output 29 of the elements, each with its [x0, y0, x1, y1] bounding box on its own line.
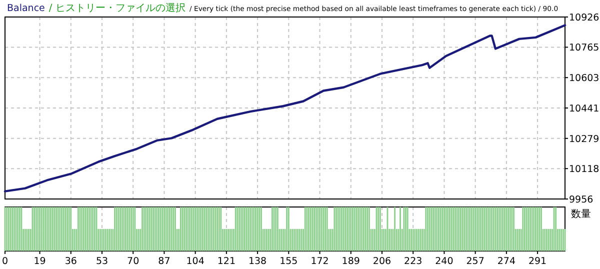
x-tick-label: 223 — [404, 256, 422, 267]
x-tick-label: 257 — [466, 256, 484, 267]
line-series — [4, 24, 566, 192]
x-tick-label: 36 — [64, 256, 77, 267]
y-tick-label: 10441 — [569, 104, 600, 114]
x-tick-label: 172 — [310, 256, 329, 267]
chart-subtitle: / ヒストリー・ファイルの選択 — [48, 2, 186, 14]
x-tick-label: 53 — [96, 256, 108, 267]
y-tick-label: 10118 — [569, 164, 600, 176]
x-tick-label: 87 — [158, 256, 170, 267]
x-tick-label: 138 — [248, 256, 267, 267]
x-tick-label: 0 — [2, 256, 8, 267]
x-tick-label: 19 — [34, 256, 46, 267]
x-tick-label: 121 — [217, 256, 236, 267]
y-axis-title: 数量 — [571, 209, 591, 220]
x-tick-label: 274 — [497, 256, 516, 267]
x-tick-label: 291 — [528, 256, 547, 267]
x-tick-label: 206 — [372, 256, 392, 267]
x-tick-label: 155 — [280, 256, 298, 267]
x-tick-label: 189 — [342, 256, 360, 267]
y-tick-label: 10279 — [569, 134, 600, 145]
x-tick-label: 240 — [435, 256, 454, 267]
chart-title: Balance — [7, 3, 46, 14]
x-tick-label: 70 — [127, 256, 140, 267]
y-tick-label: 10926 — [569, 12, 600, 24]
y-tick-label: 10603 — [569, 73, 600, 84]
y-tick-label: 10765 — [569, 42, 600, 54]
x-tick-label: 104 — [186, 256, 204, 267]
y-tick-label: 9956 — [569, 194, 594, 206]
